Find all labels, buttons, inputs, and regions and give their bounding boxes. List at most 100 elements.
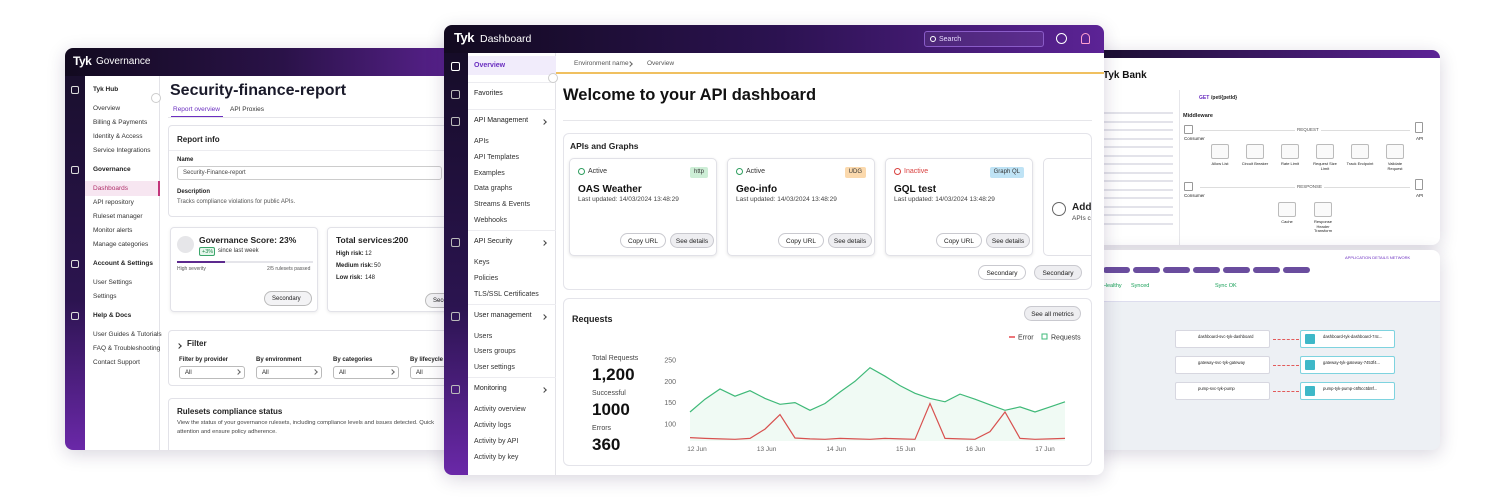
rulesets-passed: 2/5 rulesets passed (267, 266, 311, 272)
severity: High severity (177, 266, 206, 272)
nav-item[interactable]: Activity overview (474, 406, 526, 414)
risk-value: 148 (365, 275, 376, 281)
nav-item[interactable]: Policies (474, 274, 499, 282)
nav-item[interactable]: Data graphs (474, 185, 513, 193)
service-name: pump-svc-tyk-pump (1198, 386, 1235, 391)
nav-item[interactable]: Activity by API (474, 437, 519, 445)
api-card[interactable]: Active http OAS Weather Last updated: 14/03… (569, 158, 717, 256)
nav-item[interactable]: Activity logs (474, 422, 511, 429)
nav-item[interactable]: Users groups (474, 348, 516, 356)
service-node[interactable]: dashboard-svc-tyk-dashboard (1175, 330, 1270, 348)
pod-node[interactable]: pump-tyk-pump-c6f5cc5b8f... (1300, 382, 1395, 400)
nav-item[interactable]: Webhooks (474, 217, 507, 224)
nav-item[interactable]: User Guides & Tutorials (93, 331, 162, 338)
collapse-button (151, 93, 161, 103)
nav-item[interactable]: Overview (93, 105, 121, 112)
filter-select[interactable]: All (333, 366, 399, 379)
nav-section[interactable]: Tyk Hub (93, 86, 119, 93)
filter-select[interactable]: All (179, 366, 245, 379)
copy-url-button[interactable]: Copy URL (778, 233, 824, 248)
nav-item[interactable]: Identity & Access (93, 133, 143, 140)
nav-item[interactable]: Contact Support (93, 359, 140, 366)
nav-item[interactable]: User settings (474, 364, 515, 372)
nav-top-item[interactable]: Favorites (474, 90, 503, 97)
divider (563, 120, 1092, 121)
nav-item[interactable]: APIs (474, 138, 489, 145)
search-box[interactable]: Search (924, 31, 1044, 47)
risk-label: High risk: (336, 251, 364, 257)
tag-text: UDG (848, 169, 862, 175)
pod-node[interactable]: gateway-tyk-gateway-7453f4... (1300, 356, 1395, 374)
nav-item[interactable]: Monitor alerts (93, 227, 133, 234)
service-node[interactable]: gateway-svc-tyk-gateway (1175, 356, 1270, 374)
filter-select[interactable]: All (410, 366, 460, 379)
nav-item[interactable]: Service Integrations (93, 147, 151, 154)
plugin-icon (1211, 144, 1229, 159)
nav-section[interactable]: Governance (93, 166, 131, 173)
api-card[interactable]: Active UDG Geo-info Last updated: 14/03/202… (727, 158, 875, 256)
nav-item[interactable]: Streams & Events (474, 201, 531, 209)
api-name: OAS Weather (578, 184, 642, 195)
select-value: All (262, 370, 269, 376)
details-button[interactable]: See details (828, 233, 872, 248)
plugin-label: Track Endpoint (1346, 161, 1374, 166)
nav-item[interactable]: User Settings (93, 279, 133, 286)
button[interactable]: Secondary (264, 291, 312, 306)
api-card[interactable]: Inactive Graph QL GQL test Last updated: 14… (885, 158, 1033, 256)
nav-item[interactable]: Users (474, 332, 493, 340)
copy-url-button[interactable]: Copy URL (936, 233, 982, 248)
nav-item[interactable]: API Templates (474, 153, 520, 161)
risk-label: Medium risk: (336, 263, 374, 269)
nav-item[interactable]: FAQ & Troubleshooting (93, 345, 161, 352)
status: Active (746, 168, 766, 175)
nav-icon (451, 117, 460, 126)
nav-item[interactable]: Ruleset manager (93, 213, 143, 220)
breadcrumb[interactable]: Environment name (574, 60, 629, 67)
name-input[interactable]: Security-Finance-report (177, 166, 442, 180)
nav-item[interactable]: Manage categories (93, 241, 149, 248)
badge: +3% (199, 247, 215, 256)
tab[interactable]: Report overview (173, 106, 220, 113)
add-title: Add (1072, 202, 1092, 213)
add-card[interactable]: Add APIs c (1043, 158, 1092, 256)
nav-item[interactable]: Settings (93, 293, 117, 300)
endpoint-row (1103, 120, 1173, 123)
tab[interactable]: API Proxies (230, 106, 264, 113)
secondary-button[interactable]: Secondary (978, 265, 1026, 280)
nav-item[interactable]: Activity by key (474, 453, 519, 461)
nav-top-item[interactable]: Overview (474, 62, 506, 69)
service-node[interactable]: pump-svc-tyk-pump (1175, 382, 1270, 400)
help-icon[interactable] (1056, 33, 1067, 44)
nav-item[interactable]: Examples (474, 169, 505, 177)
button-label: Copy URL (944, 237, 974, 245)
nav-section[interactable]: Help & Docs (93, 312, 132, 319)
filter-label: By categories (333, 357, 373, 363)
toolbar-pill (1103, 267, 1130, 273)
consumer-label: Consumer (1184, 193, 1205, 198)
details-button[interactable]: See details (670, 233, 714, 248)
metrics-button[interactable]: See all metrics (1024, 306, 1081, 321)
nav-section[interactable]: API Management (474, 117, 529, 124)
secondary-button[interactable]: Secondary (1034, 265, 1082, 280)
copy-url-button[interactable]: Copy URL (620, 233, 666, 248)
stat-label: Total Requests (592, 355, 639, 362)
button-label: Secondary (272, 295, 301, 302)
nav-item[interactable]: Dashboards (93, 185, 129, 192)
details-button[interactable]: See details (986, 233, 1030, 248)
stat-value: 1000 (592, 400, 630, 419)
requests-title: Requests (572, 314, 613, 324)
section: Middleware (1183, 113, 1213, 119)
collapse-button[interactable] (548, 73, 558, 83)
pod-node[interactable]: dashboard-tyk-dashboard-74c... (1300, 330, 1395, 348)
nav-item[interactable]: API repository (93, 199, 134, 206)
nav-section[interactable]: API Security (474, 238, 513, 245)
user-icon[interactable] (1081, 33, 1090, 44)
filter-select[interactable]: All (256, 366, 322, 379)
nav-item[interactable]: Keys (474, 259, 490, 266)
nav-item[interactable]: Billing & Payments (93, 119, 148, 126)
nav-section[interactable]: Account & Settings (93, 260, 153, 267)
nav-section[interactable]: Monitoring (474, 385, 507, 393)
nav-item[interactable]: TLS/SSL Certificates (474, 290, 539, 298)
nav-section[interactable]: User management (474, 311, 532, 319)
